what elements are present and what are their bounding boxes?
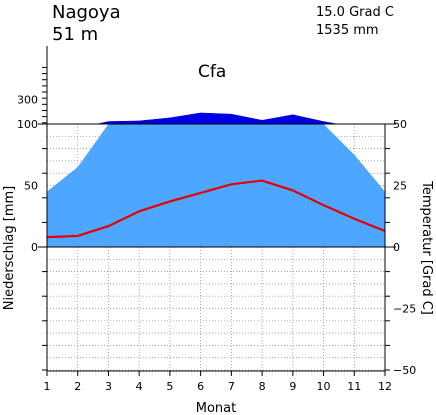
x-tick-label: 12: [378, 380, 392, 393]
left-tick-label: 50: [24, 180, 38, 193]
right-tick-label: −50: [393, 364, 416, 377]
right-tick-label: 0: [393, 241, 400, 254]
x-tick-label: 3: [105, 380, 112, 393]
right-axis-label: Temperatur [Grad C]: [419, 180, 434, 315]
right-tick-label: 50: [393, 118, 407, 131]
station-altitude: 51 m: [52, 24, 98, 45]
x-tick-label: 10: [317, 380, 331, 393]
excess-precipitation-area: [97, 112, 338, 125]
station-name: Nagoya: [52, 2, 121, 23]
x-tick-label: 11: [347, 380, 361, 393]
x-tick-label: 2: [74, 380, 81, 393]
climate-class: Cfa: [198, 62, 226, 82]
x-tick-label: 1: [44, 380, 51, 393]
x-tick-label: 4: [136, 380, 143, 393]
x-tick-label: 7: [228, 380, 235, 393]
x-tick-label: 8: [259, 380, 266, 393]
left-tick-label: 100: [17, 118, 38, 131]
annual-precipitation: 1535 mm: [316, 23, 379, 38]
precipitation-areas: [47, 112, 385, 247]
right-tick-label: 25: [393, 180, 407, 193]
right-tick-label: −25: [393, 303, 416, 316]
temperature-line: [46, 179, 386, 239]
axes: [38, 46, 396, 376]
humid-area: [47, 124, 385, 247]
x-tick-label: 6: [197, 380, 204, 393]
x-axis-label: Monat: [196, 401, 236, 415]
left-tick-label: 300: [17, 93, 38, 106]
x-tick-label: 5: [166, 380, 173, 393]
x-tick-label: 9: [289, 380, 296, 393]
left-axis-label: Niederschlag [mm]: [2, 186, 17, 311]
temperature-series: [46, 179, 386, 239]
left-tick-label: 0: [31, 241, 38, 254]
mean-temperature: 15.0 Grad C: [316, 5, 394, 20]
